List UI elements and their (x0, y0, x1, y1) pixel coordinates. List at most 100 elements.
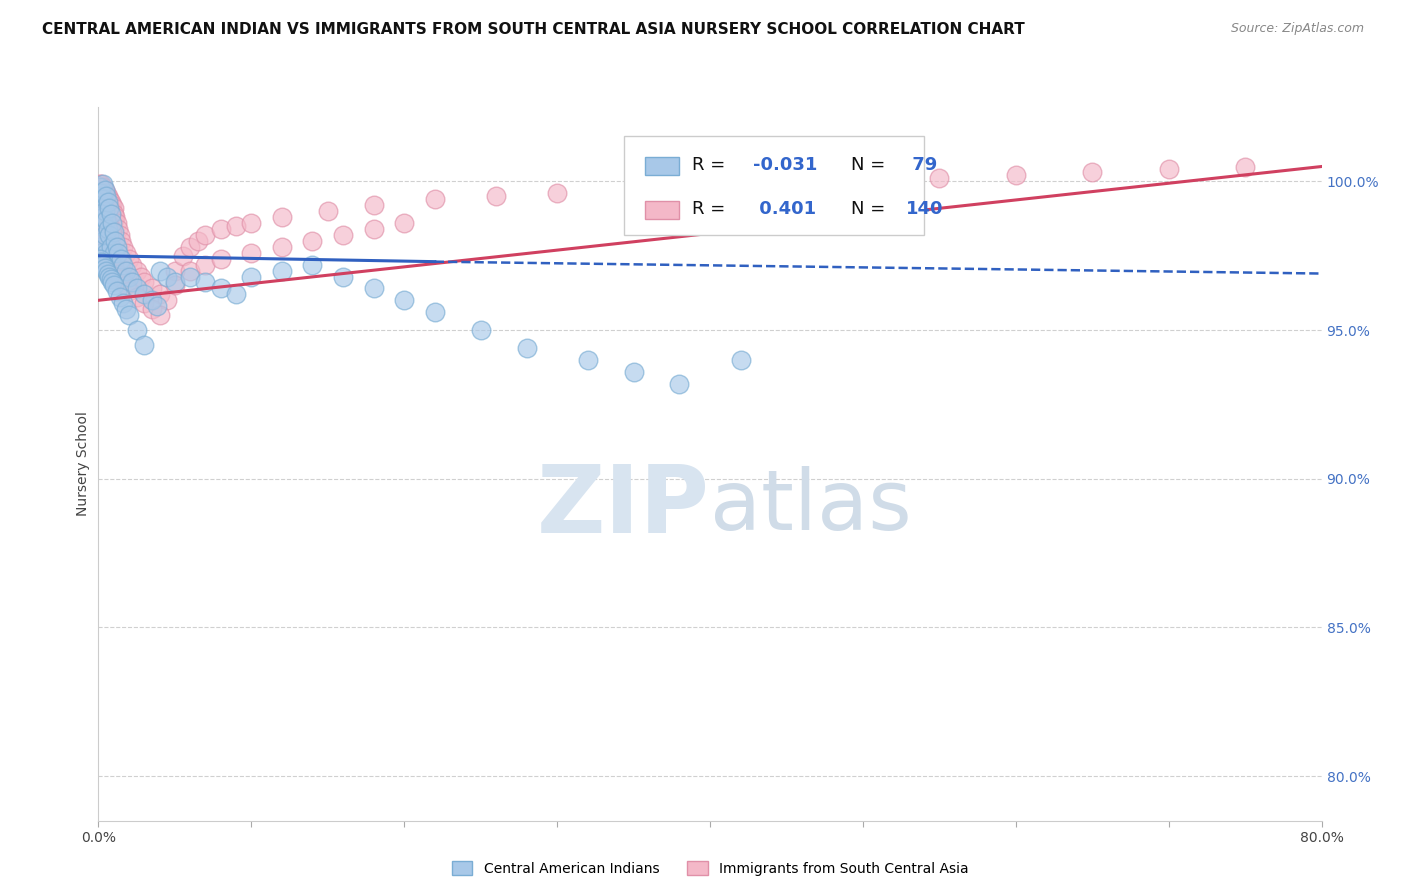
Point (111, 296, 134, 310)
Point (101, 258, 124, 272)
Point (94, 186, 117, 201)
Point (91, 234, 114, 248)
Point (110, 272, 132, 286)
Point (94, 189, 117, 203)
Point (94, 213, 117, 227)
Point (89, 236, 111, 251)
Point (179, 269, 201, 284)
Point (90, 245, 112, 260)
Point (1157, 162, 1180, 177)
FancyBboxPatch shape (645, 157, 679, 175)
Point (118, 252, 141, 266)
Point (105, 240, 128, 254)
Point (775, 178, 797, 192)
Point (89, 210, 111, 224)
Point (93, 201, 115, 215)
Point (91, 219, 114, 233)
Point (98, 252, 121, 266)
Point (91, 210, 114, 224)
Point (107, 222, 129, 236)
Point (93, 207, 115, 221)
Text: atlas: atlas (710, 467, 911, 547)
Point (94, 192, 117, 206)
Point (93, 260, 115, 275)
Point (93, 249, 115, 263)
Legend: Central American Indians, Immigrants from South Central Asia: Central American Indians, Immigrants fro… (446, 855, 974, 881)
Point (240, 269, 263, 284)
Point (1081, 165, 1104, 179)
Point (97, 267, 120, 281)
Point (90, 186, 112, 201)
Point (93, 183, 115, 197)
Point (332, 227, 354, 242)
Point (141, 302, 163, 317)
Point (108, 227, 131, 242)
Point (94, 219, 117, 233)
Point (94, 263, 117, 277)
Point (121, 258, 143, 272)
Point (91, 186, 114, 201)
Point (1004, 169, 1026, 183)
Point (89, 207, 111, 221)
Point (730, 352, 752, 367)
Point (93, 204, 115, 219)
Point (141, 293, 163, 308)
Point (225, 287, 247, 301)
FancyBboxPatch shape (645, 201, 679, 219)
Point (100, 207, 122, 221)
Point (118, 308, 141, 322)
Point (668, 376, 690, 391)
Point (93, 222, 115, 236)
Point (90, 245, 112, 260)
Point (91, 178, 114, 192)
Point (90, 225, 112, 239)
Point (179, 263, 201, 277)
Point (156, 269, 179, 284)
Point (149, 287, 172, 301)
Point (97, 201, 120, 215)
Point (225, 219, 247, 233)
Point (209, 281, 232, 295)
Point (141, 281, 163, 295)
Point (103, 207, 125, 221)
Point (93, 183, 115, 197)
Point (100, 207, 122, 221)
Point (163, 278, 186, 293)
Point (93, 216, 115, 230)
Point (699, 180, 721, 194)
Point (516, 341, 538, 355)
Point (98, 198, 121, 212)
Point (240, 216, 263, 230)
Point (97, 195, 120, 210)
Point (115, 245, 138, 260)
Text: CENTRAL AMERICAN INDIAN VS IMMIGRANTS FROM SOUTH CENTRAL ASIA NURSERY SCHOOL COR: CENTRAL AMERICAN INDIAN VS IMMIGRANTS FR… (42, 22, 1025, 37)
Point (97, 249, 120, 263)
Point (103, 245, 125, 260)
Point (91, 243, 114, 257)
Point (101, 216, 124, 230)
Point (103, 213, 125, 227)
Point (91, 258, 114, 272)
Point (125, 281, 148, 295)
Point (423, 192, 446, 206)
Point (105, 267, 128, 281)
Point (100, 272, 122, 286)
Point (97, 189, 120, 203)
Point (187, 234, 209, 248)
Point (97, 195, 120, 210)
Point (301, 234, 323, 248)
Point (103, 278, 125, 293)
Point (115, 302, 138, 317)
Point (90, 219, 112, 233)
Point (163, 276, 186, 290)
Point (209, 222, 232, 236)
Point (90, 201, 112, 215)
Point (134, 296, 156, 310)
Point (90, 183, 112, 197)
Point (98, 219, 121, 233)
Point (100, 222, 122, 236)
Point (118, 269, 141, 284)
Point (115, 263, 138, 277)
Point (91, 225, 114, 239)
Point (623, 365, 645, 379)
